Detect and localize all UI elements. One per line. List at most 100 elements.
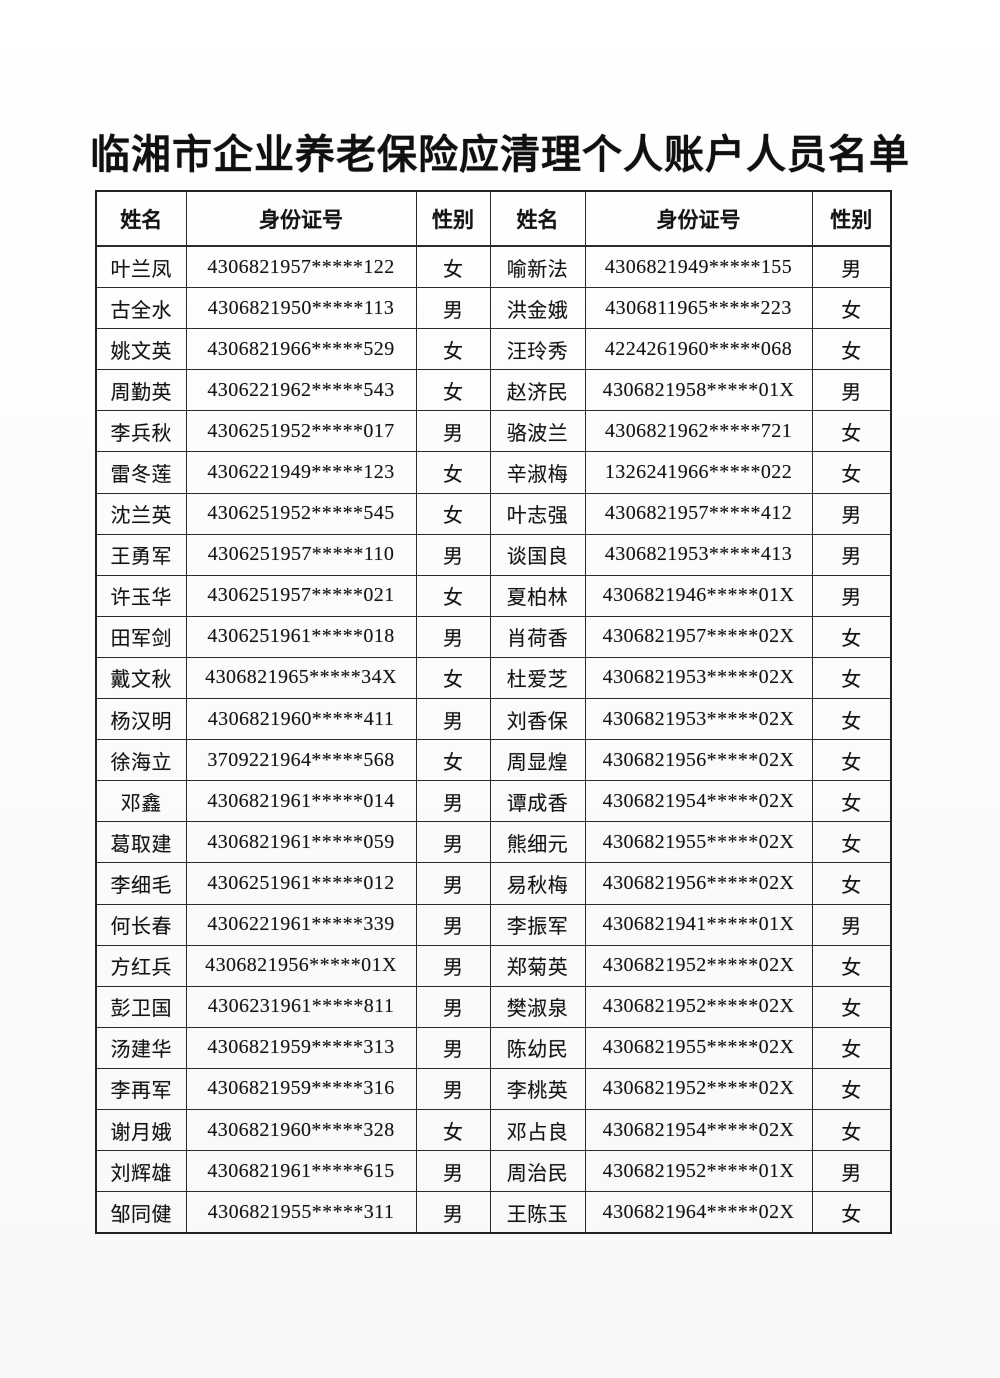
id-cell: 4306821957*****412	[584, 492, 813, 535]
id-cell: 4306821952*****02X	[584, 985, 813, 1028]
name-cell: 周显煌	[489, 739, 586, 782]
table-row: 杨汉明 4306821960*****411 男刘香保 4306821953*****…	[95, 698, 892, 741]
gender-cell: 男	[415, 862, 491, 905]
gender-cell: 男	[415, 903, 491, 946]
id-cell: 4306251961*****018	[185, 615, 417, 658]
name-cell: 沈兰英	[95, 492, 187, 535]
gender-cell: 男	[811, 1150, 892, 1193]
gender-cell: 女	[811, 698, 892, 741]
name-cell: 杨汉明	[95, 698, 187, 741]
header-cell-gender: 性别	[811, 190, 892, 247]
name-cell: 彭卫国	[95, 985, 187, 1028]
id-cell: 4306821941*****01X	[584, 903, 813, 946]
id-cell: 4306231961*****811	[185, 985, 417, 1028]
table-row: 刘辉雄 4306821961*****615 男周治民 4306821952*****…	[95, 1150, 892, 1193]
name-cell: 许玉华	[95, 574, 187, 617]
gender-cell: 女	[811, 1026, 892, 1069]
id-cell: 4306821953*****02X	[584, 698, 813, 741]
name-cell: 樊淑泉	[489, 985, 586, 1028]
gender-cell: 男	[811, 492, 892, 535]
name-cell: 李细毛	[95, 862, 187, 905]
id-cell: 4306821952*****02X	[584, 1067, 813, 1110]
id-cell: 4306821958*****01X	[584, 369, 813, 412]
name-cell: 李兵秋	[95, 410, 187, 453]
name-cell: 洪金娥	[489, 287, 586, 330]
id-cell: 4306251952*****017	[185, 410, 417, 453]
id-cell: 4306821961*****014	[185, 780, 417, 823]
name-cell: 郑菊英	[489, 944, 586, 987]
gender-cell: 男	[811, 574, 892, 617]
id-cell: 4306221949*****123	[185, 451, 417, 494]
id-cell: 4306821953*****413	[584, 533, 813, 576]
table-body: 叶兰凤 4306821957*****122 女喻新法 4306821949*****…	[95, 245, 892, 1234]
table-row: 彭卫国 4306231961*****811 男樊淑泉 4306821952*****…	[95, 985, 892, 1028]
id-cell: 4306821952*****01X	[584, 1150, 813, 1193]
id-cell: 4306821956*****01X	[185, 944, 417, 987]
gender-cell: 女	[811, 1108, 892, 1152]
gender-cell: 女	[811, 780, 892, 823]
id-cell: 3709221964*****568	[185, 739, 417, 782]
table-row: 何长春 4306221961*****339 男李振军 4306821941*****…	[95, 903, 892, 946]
id-cell: 4306821956*****02X	[584, 739, 813, 782]
name-cell: 雷冬莲	[95, 451, 187, 494]
name-cell: 谭成香	[489, 780, 586, 823]
name-cell: 骆波兰	[489, 410, 586, 453]
gender-cell: 女	[415, 1108, 491, 1152]
id-cell: 4306821952*****02X	[584, 944, 813, 987]
id-cell: 4306251952*****545	[185, 492, 417, 535]
gender-cell: 男	[811, 533, 892, 576]
id-cell: 4306821965*****34X	[185, 656, 417, 700]
name-cell: 肖荷香	[489, 615, 586, 658]
name-cell: 徐海立	[95, 739, 187, 782]
id-cell: 4306821960*****411	[185, 698, 417, 741]
table-row: 邓鑫 4306821961*****014 男谭成香 4306821954*****0…	[95, 780, 892, 823]
name-cell: 李再军	[95, 1067, 187, 1110]
name-cell: 谈国良	[489, 533, 586, 576]
pension-roster-table: 姓名 身份证号 性别 姓名 身份证号 性别 叶兰凤 4306821957*****122 女喻…	[95, 190, 892, 1235]
id-cell: 4306821953*****02X	[584, 656, 813, 700]
gender-cell: 女	[811, 451, 892, 494]
table-row: 雷冬莲 4306221949*****123 女辛淑梅 1326241966*****…	[95, 451, 892, 494]
name-cell: 熊细元	[489, 821, 586, 864]
name-cell: 姚文英	[95, 328, 187, 371]
name-cell: 汤建华	[95, 1026, 187, 1069]
id-cell: 4224261960*****068	[584, 328, 813, 371]
header-row: 姓名 身份证号 性别 姓名 身份证号 性别	[95, 190, 892, 247]
gender-cell: 女	[811, 410, 892, 453]
gender-cell: 男	[415, 821, 491, 864]
id-cell: 4306821957*****122	[185, 245, 417, 289]
name-cell: 周治民	[489, 1150, 586, 1193]
table-row: 方红兵 4306821956*****01X 男郑菊英 4306821952*****…	[95, 944, 892, 987]
table-row: 戴文秋 4306821965*****34X 女杜爱芝 4306821953*****…	[95, 656, 892, 700]
table-row: 葛取建 4306821961*****059 男熊细元 4306821955*****…	[95, 821, 892, 864]
name-cell: 谢月娥	[95, 1108, 187, 1152]
table-header: 姓名 身份证号 性别 姓名 身份证号 性别	[95, 190, 892, 247]
gender-cell: 女	[415, 739, 491, 782]
gender-cell: 男	[415, 533, 491, 576]
name-cell: 戴文秋	[95, 656, 187, 700]
table-row: 徐海立 3709221964*****568 女周显煌 4306821956*****…	[95, 739, 892, 782]
name-cell: 叶兰凤	[95, 245, 187, 289]
header-cell-name: 姓名	[95, 190, 187, 247]
header-cell-id: 身份证号	[584, 190, 813, 247]
table-row: 姚文英 4306821966*****529 女汪玲秀 4224261960*****…	[95, 328, 892, 371]
id-cell: 4306251961*****012	[185, 862, 417, 905]
name-cell: 叶志强	[489, 492, 586, 535]
gender-cell: 女	[811, 739, 892, 782]
name-cell: 刘香保	[489, 698, 586, 741]
header-cell-id: 身份证号	[185, 190, 417, 247]
name-cell: 李振军	[489, 903, 586, 946]
name-cell: 夏柏林	[489, 574, 586, 617]
gender-cell: 女	[811, 656, 892, 700]
table-row: 李兵秋 4306251952*****017 男骆波兰 4306821962*****…	[95, 410, 892, 453]
gender-cell: 女	[415, 656, 491, 700]
name-cell: 杜爱芝	[489, 656, 586, 700]
id-cell: 4306821959*****316	[185, 1067, 417, 1110]
id-cell: 4306251957*****110	[185, 533, 417, 576]
gender-cell: 女	[811, 328, 892, 371]
gender-cell: 男	[415, 698, 491, 741]
gender-cell: 女	[811, 821, 892, 864]
id-cell: 4306821955*****02X	[584, 821, 813, 864]
name-cell: 邓鑫	[95, 780, 187, 823]
name-cell: 葛取建	[95, 821, 187, 864]
